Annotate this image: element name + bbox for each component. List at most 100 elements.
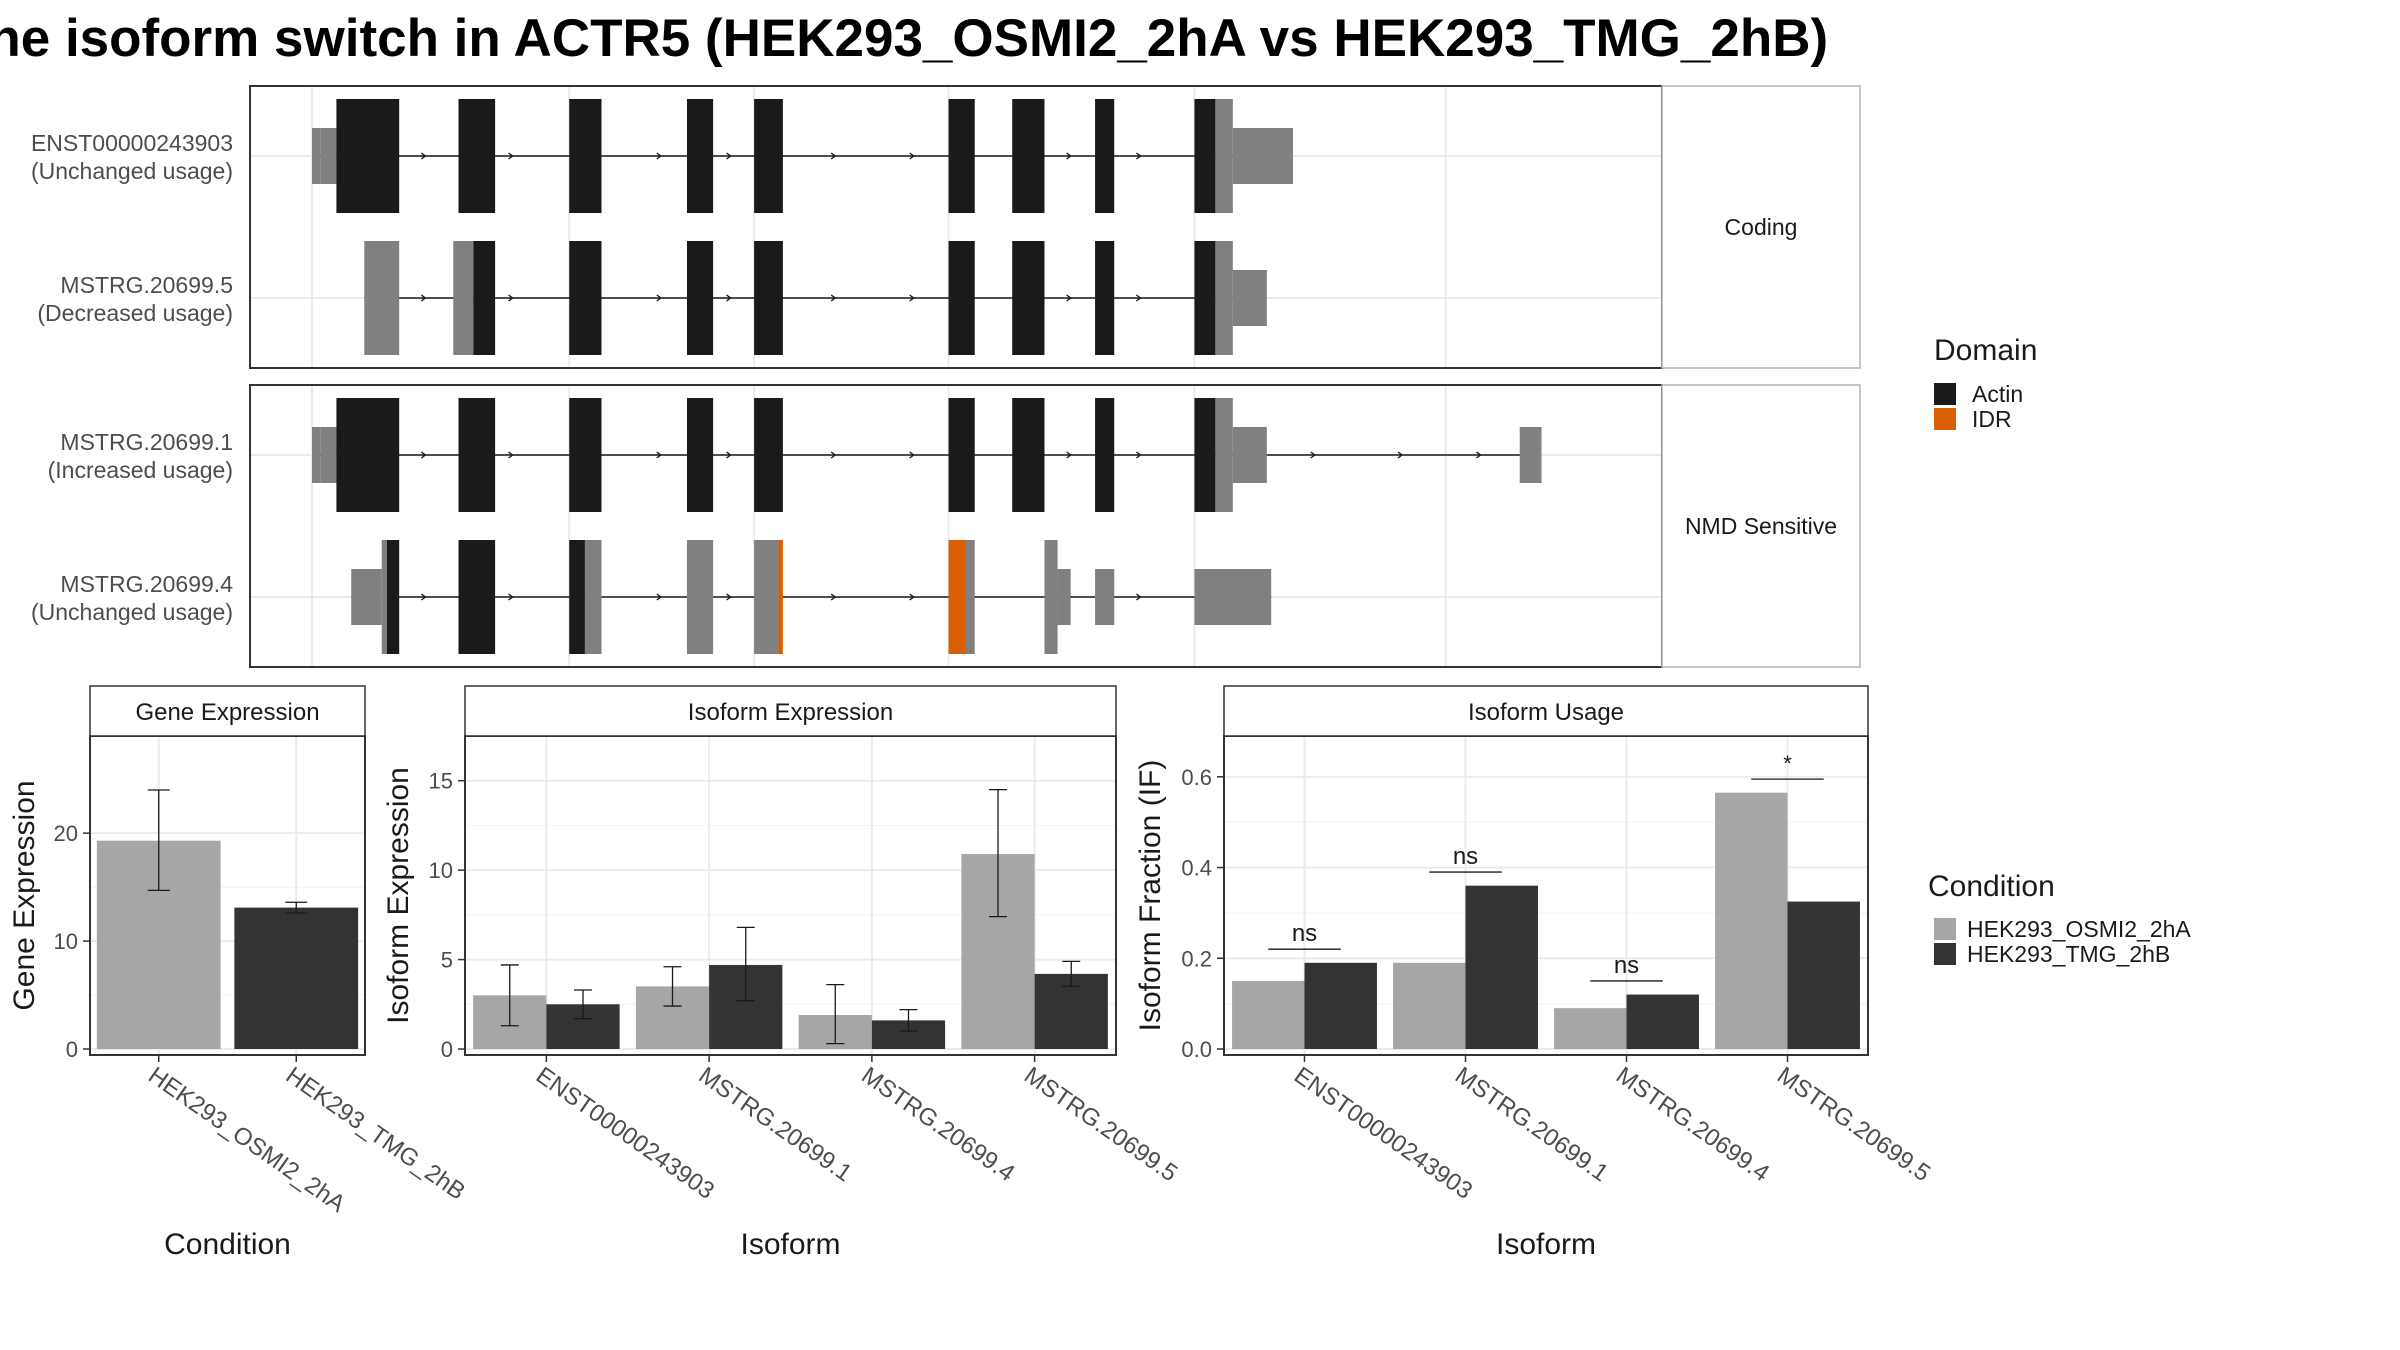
y-axis-title: Isoform Expression xyxy=(382,767,415,1024)
intron-arrow xyxy=(420,294,427,302)
facet-strip xyxy=(1223,685,1869,737)
exon xyxy=(1232,427,1267,483)
significance-label: * xyxy=(1783,751,1792,776)
exon xyxy=(1519,427,1542,483)
y-tick-label: 0.6 xyxy=(1181,765,1212,790)
y-tick-label: 0.2 xyxy=(1181,946,1212,971)
exon xyxy=(336,398,400,512)
transcript-usage-label: (Increased usage) xyxy=(48,457,233,483)
exon xyxy=(569,241,602,355)
chart-isoform-usage: ns ns ns * Isoform Usage 0.0 0.2 0.4 0.6 ENST0000… xyxy=(1134,685,1935,1261)
intron-arrow xyxy=(656,593,662,601)
x-tick-label: MSTRG.20699.4 xyxy=(1611,1062,1774,1187)
intron-arrow xyxy=(508,451,514,459)
exon xyxy=(754,398,783,512)
exon xyxy=(1095,398,1115,512)
intron-arrow xyxy=(830,152,837,160)
facet-strip-title: Gene Expression xyxy=(135,699,319,726)
facet-strip-title: Isoform Expression xyxy=(688,699,893,726)
exon xyxy=(686,398,714,512)
intron-arrow xyxy=(1135,294,1142,302)
bar-MSTRG.20699.4-HEK293_OSMI2_2hA xyxy=(1554,1008,1627,1049)
significance-label: ns xyxy=(1614,952,1639,979)
transcript-id-label: MSTRG.20699.5 xyxy=(60,272,233,298)
intron-arrow xyxy=(656,451,662,459)
facet-strip xyxy=(1661,384,1861,668)
exon xyxy=(381,540,387,654)
exon xyxy=(948,398,975,512)
intron-arrow xyxy=(508,152,514,160)
bar-HEK293_TMG_2hB xyxy=(234,907,359,1049)
x-tick-label: MSTRG.20699.1 xyxy=(1450,1062,1613,1187)
y-tick-label: 0 xyxy=(66,1037,78,1062)
y-tick-label: 0 xyxy=(441,1037,453,1062)
exon xyxy=(458,398,496,512)
exon xyxy=(1215,398,1233,512)
x-axis-title: Isoform xyxy=(1496,1228,1596,1261)
exon xyxy=(569,99,602,213)
exon xyxy=(320,128,337,184)
intron-arrow xyxy=(656,152,662,160)
intron-arrow xyxy=(420,593,427,601)
exon xyxy=(458,99,496,213)
exon xyxy=(1194,241,1216,355)
exon xyxy=(1095,99,1115,213)
exon xyxy=(754,241,783,355)
exon xyxy=(1012,99,1045,213)
exon xyxy=(1095,569,1115,625)
bar-MSTRG.20699.1-HEK293_TMG_2hB xyxy=(1465,885,1538,1049)
exon xyxy=(1194,398,1216,512)
intron-arrow xyxy=(726,152,732,160)
exon xyxy=(1232,270,1267,326)
exon xyxy=(1057,569,1071,625)
legend-label: IDR xyxy=(1972,406,2012,432)
transcript-id-label: MSTRG.20699.4 xyxy=(60,571,233,597)
y-tick-label: 10 xyxy=(54,929,78,954)
exon xyxy=(320,427,337,483)
bar-ENST00000243903-HEK293_TMG_2hB xyxy=(1304,962,1377,1049)
intron-arrow xyxy=(420,451,427,459)
intron-arrow xyxy=(1476,451,1482,459)
exon xyxy=(1194,569,1272,625)
condition-legend-title: Condition xyxy=(1928,870,2055,903)
facet-strip xyxy=(464,685,1117,737)
intron-arrow xyxy=(656,294,662,302)
exon xyxy=(584,540,602,654)
significance-label: ns xyxy=(1453,843,1478,870)
y-axis-title: Isoform Fraction (IF) xyxy=(1134,760,1167,1032)
intron-arrow xyxy=(726,593,732,601)
x-tick-label: MSTRG.20699.1 xyxy=(694,1062,857,1187)
structure-facet-0: ENST00000243903(Unchanged usage) MSTRG.20… xyxy=(31,85,1861,369)
y-axis-title: Gene Expression xyxy=(8,780,41,1010)
legend-swatch-actin xyxy=(1934,383,1956,405)
facet-strip-title: Isoform Usage xyxy=(1468,699,1624,726)
bar-charts: Gene Expression01020HEK293_OSMI2_2hAHEK2… xyxy=(8,685,1935,1261)
x-axis-title: Condition xyxy=(164,1228,291,1261)
legend-swatch-idr xyxy=(1934,408,1956,430)
exon xyxy=(1095,241,1115,355)
intron-arrow xyxy=(420,152,427,160)
exon xyxy=(1044,540,1058,654)
intron-arrow xyxy=(830,451,837,459)
x-tick-label: MSTRG.20699.5 xyxy=(1772,1062,1935,1187)
exon xyxy=(312,427,321,483)
transcript-ENST00000243903 xyxy=(312,99,1293,213)
significance-label: ns xyxy=(1292,920,1317,947)
transcript-usage-label: (Decreased usage) xyxy=(37,300,233,326)
y-tick-label: 10 xyxy=(429,858,453,883)
transcript-MSTRG.20699.1 xyxy=(312,398,1542,512)
bar-MSTRG.20699.4-HEK293_TMG_2hB xyxy=(1626,994,1699,1049)
intron-arrow xyxy=(726,294,732,302)
intron-arrow xyxy=(830,593,837,601)
intron-arrow xyxy=(909,152,915,160)
exon xyxy=(778,540,783,654)
domain-legend-title: Domain xyxy=(1934,334,2037,367)
exon xyxy=(754,99,783,213)
transcript-usage-label: (Unchanged usage) xyxy=(31,158,233,184)
facet-strip xyxy=(89,685,366,737)
transcript-structure-panel: ENST00000243903(Unchanged usage)MSTRG.20… xyxy=(31,85,1861,668)
exon xyxy=(1215,241,1233,355)
y-tick-label: 15 xyxy=(429,769,453,794)
